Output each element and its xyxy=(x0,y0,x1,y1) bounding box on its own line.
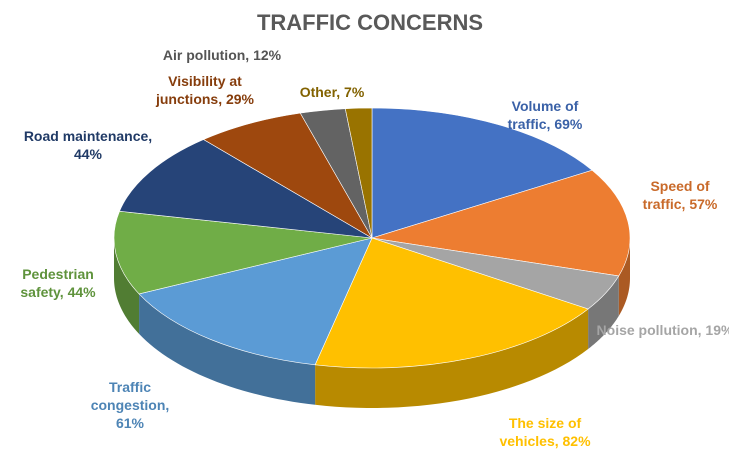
data-label: Speed of traffic, 57% xyxy=(642,178,718,212)
data-label: Traffic congestion, 61% xyxy=(90,379,170,431)
pie-slice xyxy=(314,237,589,369)
data-label: Other, 7% xyxy=(299,84,365,100)
data-label: Noise pollution, 19% xyxy=(596,322,729,338)
data-label: Visibility at junctions, 29% xyxy=(155,73,255,107)
pie-slice xyxy=(138,237,373,366)
pie-slice xyxy=(202,112,373,239)
data-label: Pedestrian safety, 44% xyxy=(20,266,96,300)
pie-slice xyxy=(371,107,593,239)
pie-slice xyxy=(344,107,373,239)
slice-side xyxy=(315,309,589,408)
pie-slice xyxy=(113,210,373,295)
data-label: Volume of traffic, 69% xyxy=(507,98,583,132)
pie-slice xyxy=(119,139,373,239)
data-label: Road maintenance, 44% xyxy=(23,128,153,162)
chart-title: TRAFFIC CONCERNS xyxy=(257,10,483,35)
data-label: The size of vehicles, 82% xyxy=(499,415,591,449)
data-label: Air pollution, 12% xyxy=(162,47,282,63)
slice-side xyxy=(588,275,619,350)
slice-side xyxy=(139,293,316,405)
pie-slice xyxy=(371,169,631,277)
slice-side xyxy=(114,238,140,334)
